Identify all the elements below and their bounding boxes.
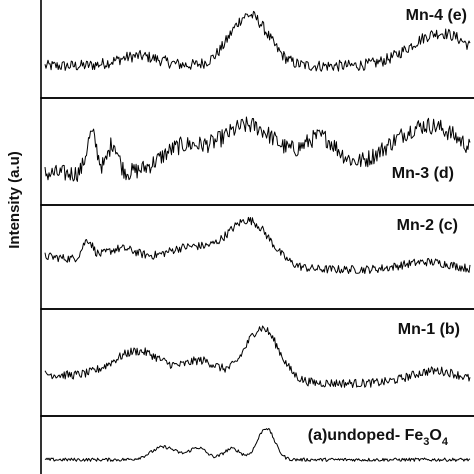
diffraction-trace-3 [44,216,471,274]
panel-label-3: Mn-2 (c) [397,217,458,234]
panel-frame-5 [40,415,474,474]
y-axis-label: Intensity (a.u) [6,151,23,249]
panel-frame-2 [40,97,474,206]
diffraction-trace-5 [44,428,471,462]
panel-label-1: Mn-4 (e) [406,7,467,24]
panel-label-5: (a)undoped- Fe3O4 [308,427,449,448]
diffraction-trace-1 [44,10,471,72]
diffraction-trace-4 [44,325,471,388]
panel-label-2: Mn-3 (d) [392,165,454,182]
diffraction-trace-2 [44,116,471,182]
panel-label-4: Mn-1 (b) [398,321,460,338]
